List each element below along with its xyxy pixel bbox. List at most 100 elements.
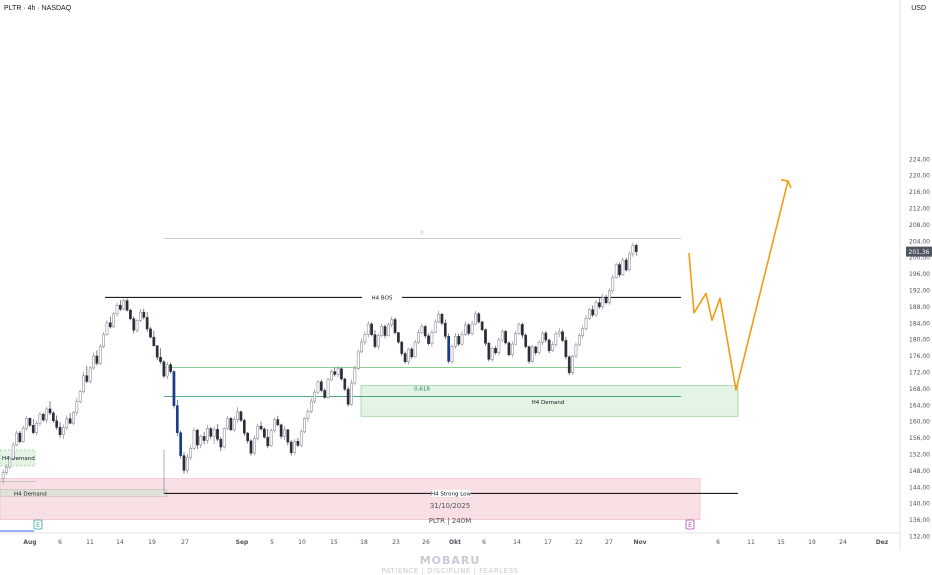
- candle-body: [440, 313, 444, 324]
- candle-body: [226, 418, 229, 429]
- candle-body: [52, 412, 55, 422]
- candle-body: [276, 419, 280, 426]
- candle-body: [283, 429, 286, 437]
- time-tick-label: 24: [839, 539, 847, 546]
- price-tick-label: 196,00: [909, 271, 930, 278]
- candle-body: [149, 328, 152, 338]
- time-tick-label: 6: [58, 539, 62, 546]
- candle-body: [410, 348, 414, 358]
- candle-body: [510, 343, 514, 356]
- candle-body: [484, 329, 487, 344]
- candle-body: [11, 444, 15, 459]
- candle-body: [75, 401, 79, 413]
- candle-body: [611, 277, 615, 292]
- candle-body: [323, 390, 327, 398]
- earnings-marker-label: E: [688, 522, 692, 529]
- candle-body: [38, 413, 42, 424]
- candle-body: [132, 318, 136, 331]
- price-tick-label: 192,00: [909, 288, 930, 295]
- candle-body: [142, 311, 146, 318]
- projection-layer: [688, 179, 792, 391]
- candle-body: [356, 351, 360, 369]
- candle-body: [68, 418, 72, 424]
- time-tick-label: 18: [360, 539, 368, 546]
- candle-body: [112, 313, 116, 328]
- time-tick-label: Nov: [633, 539, 646, 546]
- candle-body: [433, 321, 437, 333]
- zone-label: H4 Demand: [532, 400, 565, 406]
- candle-body: [631, 245, 635, 255]
- time-tick-label: 6: [716, 539, 720, 546]
- candle-body: [296, 441, 300, 446]
- zone-label: H4 Demand: [2, 456, 35, 462]
- level-label: H4 Strong Low: [431, 491, 472, 497]
- candle-body: [330, 371, 333, 381]
- candle-body: [15, 432, 18, 446]
- time-tick-label: 11: [86, 539, 94, 546]
- candle-body: [105, 322, 109, 335]
- candle-body: [1, 472, 5, 479]
- candle-body: [534, 346, 538, 353]
- candle-body: [92, 355, 95, 369]
- candle-body: [340, 368, 343, 380]
- candle-body: [186, 457, 189, 471]
- price-tick-label: 160,00: [909, 419, 930, 426]
- candle-body: [159, 356, 162, 362]
- earnings-marker: [33, 519, 43, 530]
- candle-body: [175, 405, 179, 433]
- price-tick-label: 176,00: [909, 353, 930, 360]
- watermark: MOBARU PATIENCE | DISCIPLINE | FEARLESS: [0, 554, 900, 575]
- price-tick-label: 140,00: [909, 501, 930, 508]
- price-tick-label: 136,00: [909, 517, 930, 524]
- time-tick-label: 19: [808, 539, 816, 546]
- candle-body: [531, 346, 534, 362]
- candle-body: [135, 320, 139, 331]
- candle-body: [504, 331, 507, 344]
- time-tick-label: Aug: [23, 539, 36, 546]
- time-tick-label: 23: [392, 539, 400, 546]
- candle-body: [443, 322, 447, 337]
- price-tick-label: 152,00: [909, 452, 930, 459]
- candle-body: [65, 418, 69, 429]
- candle-body: [527, 346, 531, 362]
- candle-body: [588, 309, 591, 319]
- candle-body: [551, 344, 554, 351]
- candle-body: [209, 428, 213, 437]
- candle-body: [82, 375, 85, 392]
- candle-body: [269, 430, 273, 447]
- candle-body: [497, 339, 501, 353]
- candle-body: [62, 427, 65, 435]
- candle-body: [598, 302, 601, 308]
- time-tick-label: Okt: [449, 539, 461, 546]
- price-tick-label: 180,00: [909, 337, 930, 344]
- zone-rect: [0, 478, 701, 520]
- candle-body: [601, 297, 605, 308]
- candle-body: [179, 432, 183, 456]
- candle-body: [554, 333, 558, 345]
- price-axis: 132,00 136,00 140,00 144,00 148,00 152,00 156,…: [899, 0, 932, 550]
- symbol-label[interactable]: PLTR · 4h · NASDAQ: [4, 5, 72, 12]
- price-chart[interactable]: H4 Demand H4 Demand H4 Demand 0 H4 BOS 0,618…: [0, 0, 932, 550]
- candle-body: [561, 331, 564, 341]
- earnings-marker-label: E: [36, 522, 40, 529]
- price-tick-label: 132,00: [909, 534, 930, 541]
- candle-body: [182, 455, 186, 471]
- candle-body: [574, 344, 578, 357]
- levels-layer: 0 H4 BOS 0,618 H4 Strong Low: [0, 230, 738, 497]
- candle-body: [618, 264, 621, 276]
- candle-body: [139, 311, 142, 321]
- candle-body: [320, 381, 323, 391]
- zone-label: H4 Demand: [14, 491, 47, 497]
- candle-body: [155, 345, 159, 358]
- candle-body: [299, 431, 303, 446]
- candle-body: [303, 418, 306, 433]
- time-tick-label: 15: [777, 539, 785, 546]
- currency-label[interactable]: USD: [911, 5, 926, 12]
- candle-body: [216, 429, 219, 440]
- candle-body: [450, 346, 454, 362]
- candle-body: [557, 331, 561, 335]
- time-tick-label: 5: [270, 539, 274, 546]
- price-tick-label: 212,00: [909, 206, 930, 213]
- price-tick-label: 224,00: [909, 156, 930, 163]
